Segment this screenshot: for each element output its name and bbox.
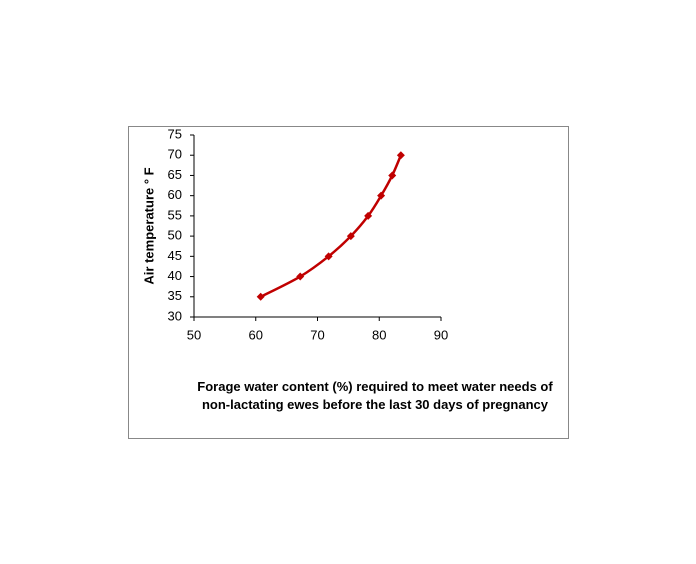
- data-point: [364, 211, 373, 220]
- y-tick-label: 35: [168, 288, 182, 303]
- y-tick-label: 65: [168, 167, 182, 182]
- data-point: [346, 232, 355, 241]
- data-point: [396, 151, 405, 160]
- x-tick-label: 90: [434, 327, 448, 342]
- data-point: [324, 252, 333, 261]
- chart-border: [128, 126, 569, 439]
- data-point: [296, 272, 305, 281]
- y-tick-label: 40: [168, 268, 182, 283]
- y-tick-label: 60: [168, 187, 182, 202]
- y-tick-label: 45: [168, 248, 182, 263]
- x-axis-label: Forage water content (%) required to mee…: [197, 379, 553, 412]
- y-tick-label: 75: [168, 126, 182, 141]
- x-tick-label: 50: [187, 327, 201, 342]
- x-tick-label: 70: [310, 327, 324, 342]
- data-point: [388, 171, 397, 180]
- y-tick-label: 50: [168, 228, 182, 243]
- data-point: [377, 191, 386, 200]
- x-tick-label: 60: [249, 327, 263, 342]
- y-tick-label: 70: [168, 147, 182, 162]
- x-tick-label: 80: [372, 327, 386, 342]
- y-tick-label: 30: [168, 308, 182, 323]
- data-point: [256, 292, 265, 301]
- y-tick-label: 55: [168, 207, 182, 222]
- y-axis-label: Air temperature ° F: [141, 167, 156, 284]
